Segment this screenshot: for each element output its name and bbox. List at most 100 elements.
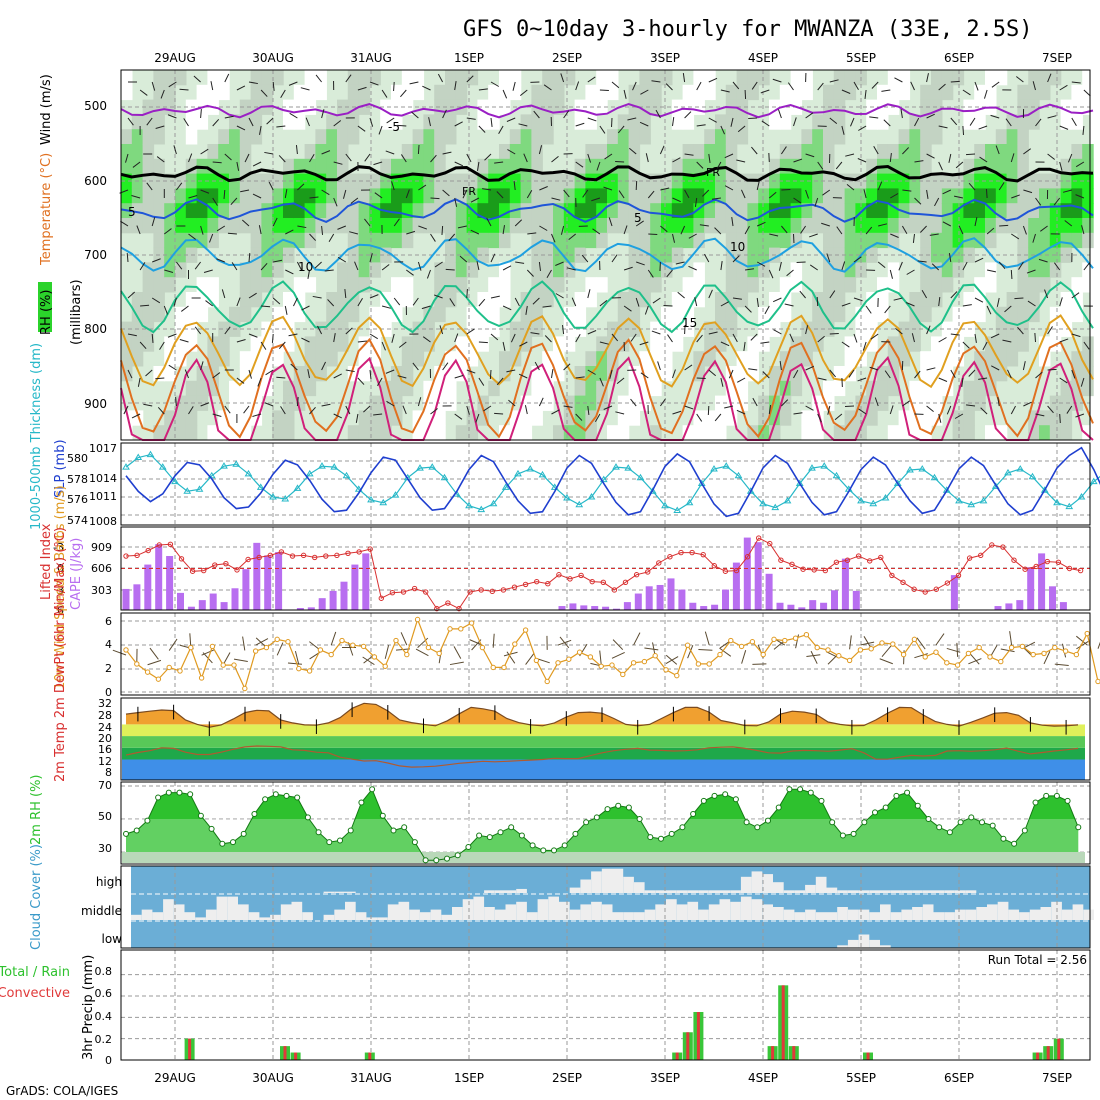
wind-barb [603,186,613,191]
ytick-cloud: low [102,932,123,946]
wind-barb [454,197,458,207]
wind-barb [938,161,943,171]
rh-cell [499,173,511,189]
rh-cell [736,114,749,130]
rh-cell [736,203,749,219]
wind-barb [285,229,294,235]
wind-barb [772,297,782,303]
wind-barb [720,125,726,135]
rh-cell [185,336,198,352]
wind-barb [950,291,958,299]
rh-cell [164,173,176,189]
wind10m-barb [687,645,694,659]
wind-barb [430,154,437,163]
cloud-cell [205,909,217,920]
rh-cell [488,232,500,249]
rh-cell [704,218,716,234]
rh-cell [164,262,176,278]
thickness-marker [783,496,792,504]
rh-cell [239,129,252,145]
rh-cell [736,232,749,249]
cloud-cell [398,901,410,920]
wind-barb [439,325,444,335]
wind-barb [636,261,645,266]
wind-barb [179,339,189,343]
rh-cell [855,410,867,426]
rh-cell [931,129,943,145]
rh-cell [261,247,273,263]
rh-cell [445,277,457,293]
wind-barb [708,331,718,335]
wind-barb [442,109,447,119]
ylabel-rh2m: 2m RH (%) [29,774,44,845]
rh2m-marker [775,804,782,811]
rh-cell [952,336,965,352]
rh-cell [898,425,911,441]
rh-cell [380,188,392,204]
rh-cell [931,292,943,308]
wind10m-barb [849,635,852,650]
wind-barb [772,78,782,83]
cloud-cell [1008,909,1020,920]
ytick-temp: 16 [98,743,112,756]
rh-cell [617,188,630,204]
rh-cell [315,321,327,337]
bottom-date-label: 31AUG [350,1071,392,1085]
wind-barb [498,125,504,135]
rh-cell [542,395,554,411]
wind-barb [618,190,625,199]
wind-barb [969,117,976,126]
rh-cell [1039,262,1051,278]
top-date-label: 2SEP [552,51,582,65]
rh-cell [974,158,986,175]
rh-cell [952,232,965,249]
wind-barb [926,153,935,159]
rh-cell [542,188,554,204]
cloud-cell [933,912,945,920]
rh-cell [682,292,695,308]
rh-cell [747,366,759,382]
rh-cell [596,395,608,411]
rh2m-marker [765,817,771,824]
rh-cell [833,129,846,145]
rh-cell [239,410,252,426]
wind-barb [850,117,855,127]
rh-cell [790,351,803,367]
rh-cell [1017,188,1029,204]
wind-barb [212,197,218,206]
contour-label: 10 [298,260,313,274]
rh-cell [682,84,695,101]
rh-cell [380,410,392,426]
wind-barb [1083,262,1090,271]
rh-cell [952,425,965,441]
rh-cell [823,129,835,145]
wind-barb [696,161,704,169]
wind-barb [393,297,401,306]
rh-cell [725,306,738,323]
wind-barb [252,161,262,167]
rh-cell [477,114,489,130]
rh2m-marker [754,824,761,831]
rh2m-marker [251,811,258,818]
rh-cell [499,70,511,86]
wind-barb [539,186,548,191]
wind-barb [826,253,831,263]
wind-barb [1080,377,1085,387]
rh-cell [412,84,425,101]
cloud-cell [815,876,827,893]
wind-barb [841,341,850,348]
rh-cell [995,203,1008,219]
rh-cell [1017,129,1029,145]
wind-barb [805,405,814,411]
wind-barb [391,181,395,191]
rh2m-marker [636,816,643,822]
cloud-cell [666,899,677,920]
li-marker [278,549,285,555]
wind10m-barb [384,645,390,659]
rh-cell [607,351,619,367]
wind-barb [884,305,891,314]
cape-bar [144,564,152,610]
wind-barb [1062,189,1072,193]
li-marker [300,552,307,559]
rh-cell [337,173,349,189]
